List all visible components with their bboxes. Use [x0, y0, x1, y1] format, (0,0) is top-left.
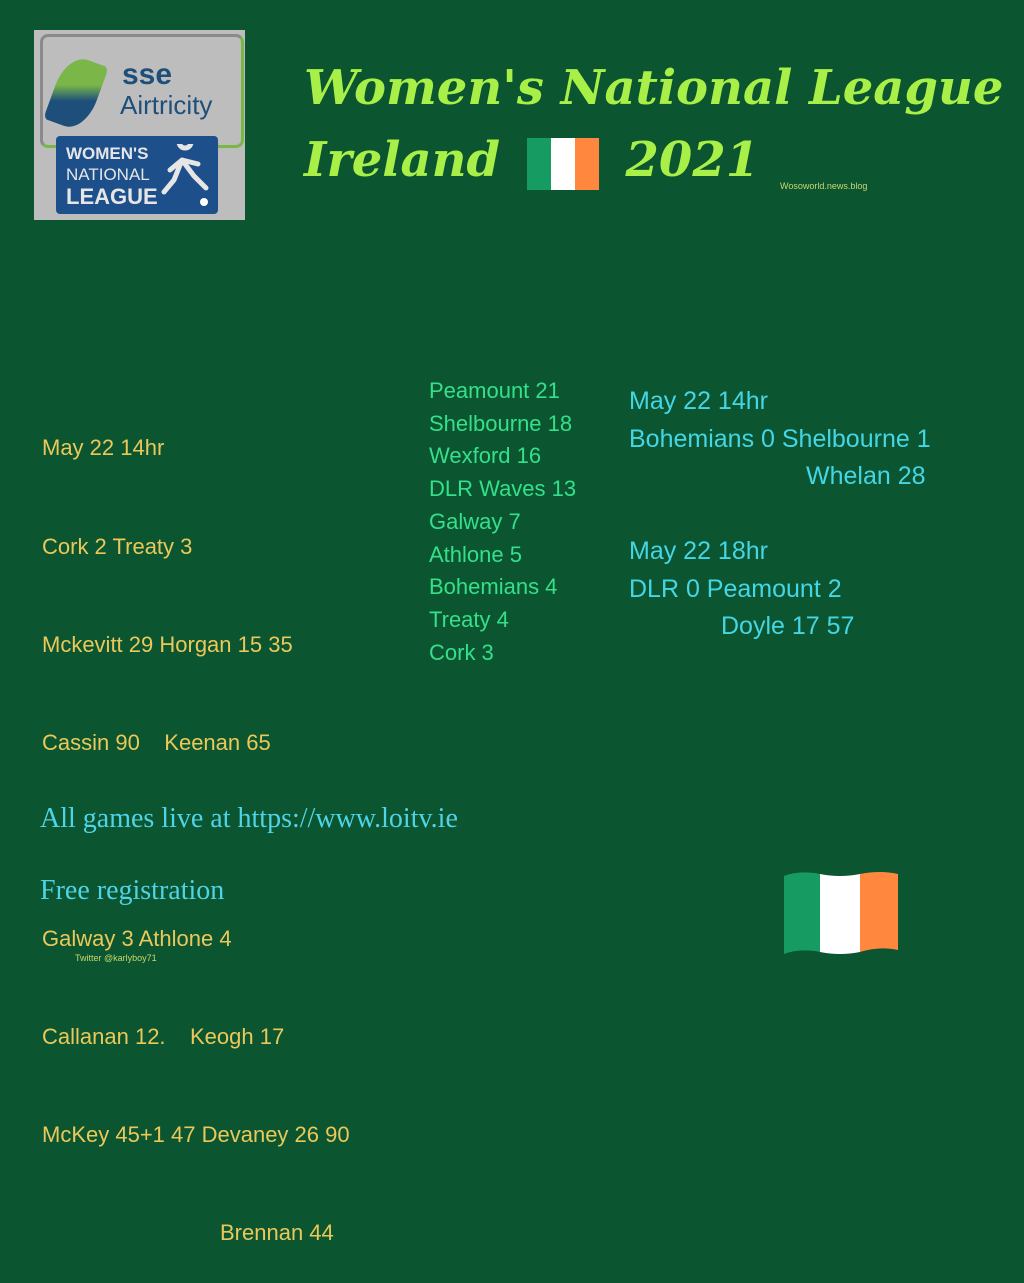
sse-airtricity-wnl-logo: sse Airtricity WOMEN'S NATIONAL LEAGUE — [34, 30, 245, 220]
match-time: May 22 14hr — [629, 387, 768, 415]
spacer — [629, 496, 931, 534]
result-line: Cork 2 Treaty 3 — [42, 533, 193, 559]
result-line: May 22 14hr — [42, 435, 165, 461]
live-text: All games live at https://www.loitv.ie — [40, 803, 458, 834]
page-title: Women's National League Ireland 2021 — [304, 52, 1003, 196]
title-line-2: Ireland 2021 — [304, 124, 1003, 196]
wnl-badge: WOMEN'S NATIONAL LEAGUE — [56, 136, 218, 214]
standings-row: Bohemians 4 — [429, 574, 558, 600]
badge-line: WOMEN'S — [66, 144, 149, 163]
result-line: McKey 45+1 47 Devaney 26 90 — [42, 1122, 350, 1148]
standings-row: Peamount 21 — [429, 378, 560, 403]
match-score: Bohemians 0 Shelbourne 1 — [629, 424, 931, 453]
standings-row: Treaty 4 — [429, 606, 509, 632]
standings-row: Shelbourne 18 — [429, 410, 573, 436]
logo-airtricity: Airtricity — [120, 90, 213, 120]
twitter-handle: Twitter @karlyboy71 — [75, 953, 157, 963]
standings-row: Athlone 5 — [429, 541, 522, 567]
result-line: Galway 3 Athlone 4 — [42, 925, 232, 951]
standings-row: Galway 7 — [429, 508, 521, 534]
title-year: 2021 — [625, 132, 760, 188]
standings-row: DLR Waves 13 — [429, 476, 577, 502]
result-line: Callanan 12. Keogh 17 — [42, 1024, 285, 1050]
title-line-1: Women's National League — [304, 60, 1004, 116]
standings-row: Cork 3 — [429, 639, 494, 665]
irish-flag-icon — [526, 137, 599, 190]
match-scorers: Whelan 28 — [806, 462, 926, 490]
match-score: DLR 0 Peamount 2 — [629, 574, 842, 603]
logo-sse: sse — [122, 58, 173, 91]
badge-line: LEAGUE — [66, 184, 158, 209]
badge-line: NATIONAL — [66, 165, 150, 184]
match-scorers: Doyle 17 57 — [721, 612, 855, 640]
results-right: May 22 14hr Bohemians 0 Shelbourne 1 Whe… — [629, 383, 931, 646]
match-time: May 22 18hr — [629, 537, 768, 565]
credit-text: Wosoworld.news.blog — [780, 181, 868, 191]
registration-text: Free registration — [40, 875, 225, 906]
standings-list: Peamount 21 Shelbourne 18 Wexford 16 DLR… — [429, 375, 576, 669]
result-line: Mckevitt 29 Horgan 15 35 — [42, 631, 293, 657]
result-line: Brennan 44 — [220, 1220, 334, 1246]
standings-row: Wexford 16 — [429, 443, 542, 469]
result-line: Cassin 90 Keenan 65 — [42, 729, 271, 755]
title-ireland: Ireland — [304, 132, 501, 188]
player-icon — [161, 144, 209, 206]
irish-flag-icon — [784, 872, 898, 954]
